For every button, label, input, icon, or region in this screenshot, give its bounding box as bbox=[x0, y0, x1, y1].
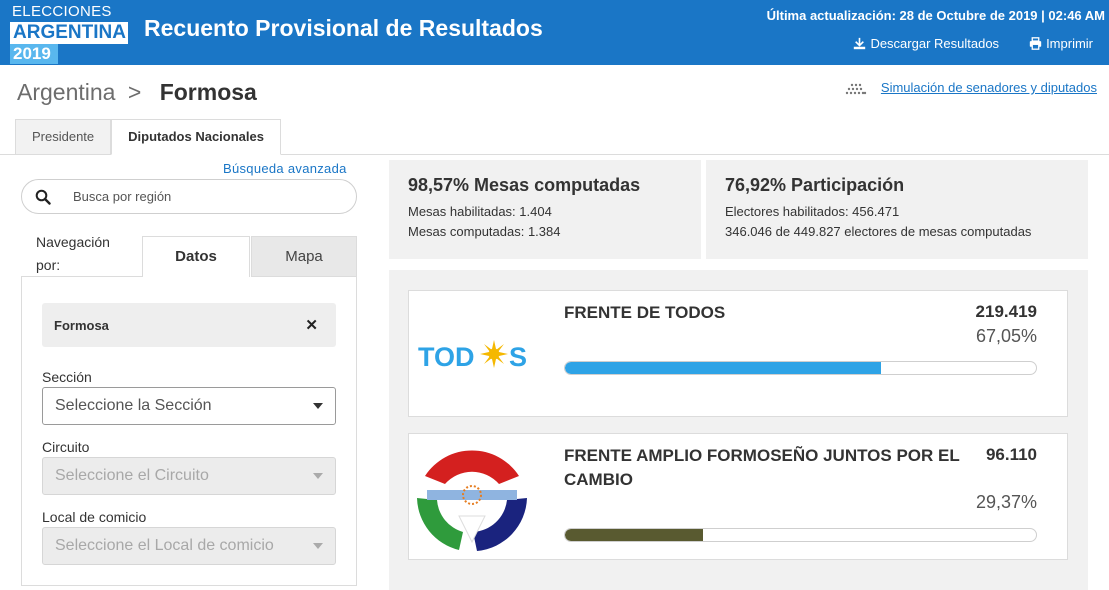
app-title: Recuento Provisional de Resultados bbox=[144, 15, 543, 41]
election-tabs: Presidente Diputados Nacionales bbox=[15, 119, 281, 155]
breadcrumb-current: Formosa bbox=[159, 79, 257, 105]
participacion-stat-card: 76,92% Participación Electores habilitad… bbox=[706, 160, 1088, 259]
mesas-stat-card: 98,57% Mesas computadas Mesas habilitada… bbox=[389, 160, 701, 259]
print-label: Imprimir bbox=[1046, 36, 1093, 51]
tab-presidente[interactable]: Presidente bbox=[15, 119, 112, 155]
panel-top-border bbox=[21, 276, 142, 277]
logo-line-1: ELECCIONES bbox=[12, 3, 112, 20]
selected-region-chip: Formosa ✕ bbox=[42, 303, 336, 347]
simulation-link-label[interactable]: Simulación de senadores y diputados bbox=[880, 80, 1097, 95]
party-votes: 96.110 bbox=[985, 445, 1037, 464]
tabs-divider bbox=[0, 154, 1109, 155]
download-icon bbox=[854, 37, 866, 50]
party-name: FRENTE AMPLIO FORMOSEÑO JUNTOS POR EL CA… bbox=[564, 446, 960, 489]
progress-bar bbox=[564, 361, 1037, 375]
chevron-down-icon bbox=[313, 403, 323, 409]
party-percent: 67,05% bbox=[975, 326, 1037, 346]
simulation-link[interactable]: Simulación de senadores y diputados bbox=[845, 80, 1097, 95]
progress-bar-fill bbox=[565, 529, 704, 541]
circuito-select[interactable]: Seleccione el Circuito bbox=[42, 457, 336, 495]
elecciones-logo: ELECCIONES ARGENTINA 2019 bbox=[10, 2, 130, 64]
party-votes: 219.419 bbox=[975, 302, 1037, 321]
breadcrumb-root[interactable]: Argentina bbox=[17, 79, 116, 105]
chevron-down-icon bbox=[313, 543, 323, 549]
seccion-select[interactable]: Seleccione la Sección bbox=[42, 387, 336, 425]
party-percent: 29,37% bbox=[975, 492, 1037, 512]
last-updated: Última actualización: 28 de Octubre de 2… bbox=[766, 8, 1105, 23]
local-comicio-select[interactable]: Seleccione el Local de comicio bbox=[42, 527, 336, 565]
chevron-down-icon bbox=[313, 473, 323, 479]
party-result-card[interactable]: FRENTE AMPLIO FORMOSEÑO JUNTOS POR EL CA… bbox=[408, 433, 1068, 560]
download-results-button[interactable]: Descargar Resultados bbox=[853, 36, 999, 51]
svg-text:TOD: TOD bbox=[418, 342, 475, 372]
navigation-label: Navegación por: bbox=[36, 234, 110, 273]
breadcrumb-separator: > bbox=[127, 79, 142, 105]
advanced-search-link[interactable]: Búsqueda avanzada bbox=[223, 161, 347, 176]
breadcrumb: Argentina > Formosa bbox=[17, 78, 257, 106]
participacion-headline: 76,92% Participación bbox=[725, 175, 905, 195]
mesas-headline: 98,57% Mesas computadas bbox=[408, 175, 641, 195]
local-comicio-label: Local de comicio bbox=[42, 509, 147, 525]
search-input[interactable]: Busca por región bbox=[21, 179, 357, 214]
svg-text:S: S bbox=[509, 342, 527, 372]
search-icon bbox=[35, 189, 51, 205]
progress-bar-fill bbox=[565, 362, 881, 374]
seccion-label: Sección bbox=[42, 369, 92, 385]
electores-computados: 346.046 de 449.827 electores de mesas co… bbox=[725, 224, 1032, 239]
local-comicio-select-value: Seleccione el Local de comicio bbox=[55, 537, 274, 554]
todos-logo-graphic: TOD S bbox=[418, 339, 527, 372]
nav-tab-datos[interactable]: Datos bbox=[142, 236, 250, 277]
electores-habilitados: Electores habilitados: 456.471 bbox=[725, 204, 900, 219]
juntos-por-el-cambio-logo-graphic bbox=[416, 440, 528, 553]
print-button[interactable]: Imprimir bbox=[1029, 36, 1093, 51]
close-icon[interactable]: ✕ bbox=[305, 317, 318, 334]
party-result-card[interactable]: TOD S FRENTE DE TODOS 219.419 67,05% bbox=[408, 290, 1068, 417]
search-placeholder: Busca por región bbox=[73, 189, 172, 204]
download-results-label: Descargar Resultados bbox=[870, 36, 1000, 51]
mesas-habilitadas: Mesas habilitadas: 1.404 bbox=[408, 204, 552, 219]
mesas-computadas: Mesas computadas: 1.384 bbox=[408, 224, 561, 239]
frente-de-todos-logo: TOD S bbox=[411, 293, 533, 414]
tab-diputados-nacionales[interactable]: Diputados Nacionales bbox=[111, 119, 281, 155]
nav-tab-mapa[interactable]: Mapa bbox=[251, 236, 357, 277]
progress-bar bbox=[564, 528, 1037, 542]
logo-line-3: 2019 bbox=[10, 44, 58, 64]
printer-icon bbox=[1029, 37, 1042, 50]
parliament-icon bbox=[845, 83, 867, 94]
seccion-select-value: Seleccione la Sección bbox=[55, 397, 212, 414]
circuito-label: Circuito bbox=[42, 439, 90, 455]
circuito-select-value: Seleccione el Circuito bbox=[55, 467, 209, 484]
logo-line-2: ARGENTINA bbox=[10, 22, 128, 44]
top-header: ELECCIONES ARGENTINA 2019 Recuento Provi… bbox=[0, 0, 1109, 65]
selected-region-name: Formosa bbox=[54, 317, 109, 333]
frente-amplio-formoseno-logo bbox=[411, 436, 533, 557]
party-name: FRENTE DE TODOS bbox=[564, 303, 726, 322]
